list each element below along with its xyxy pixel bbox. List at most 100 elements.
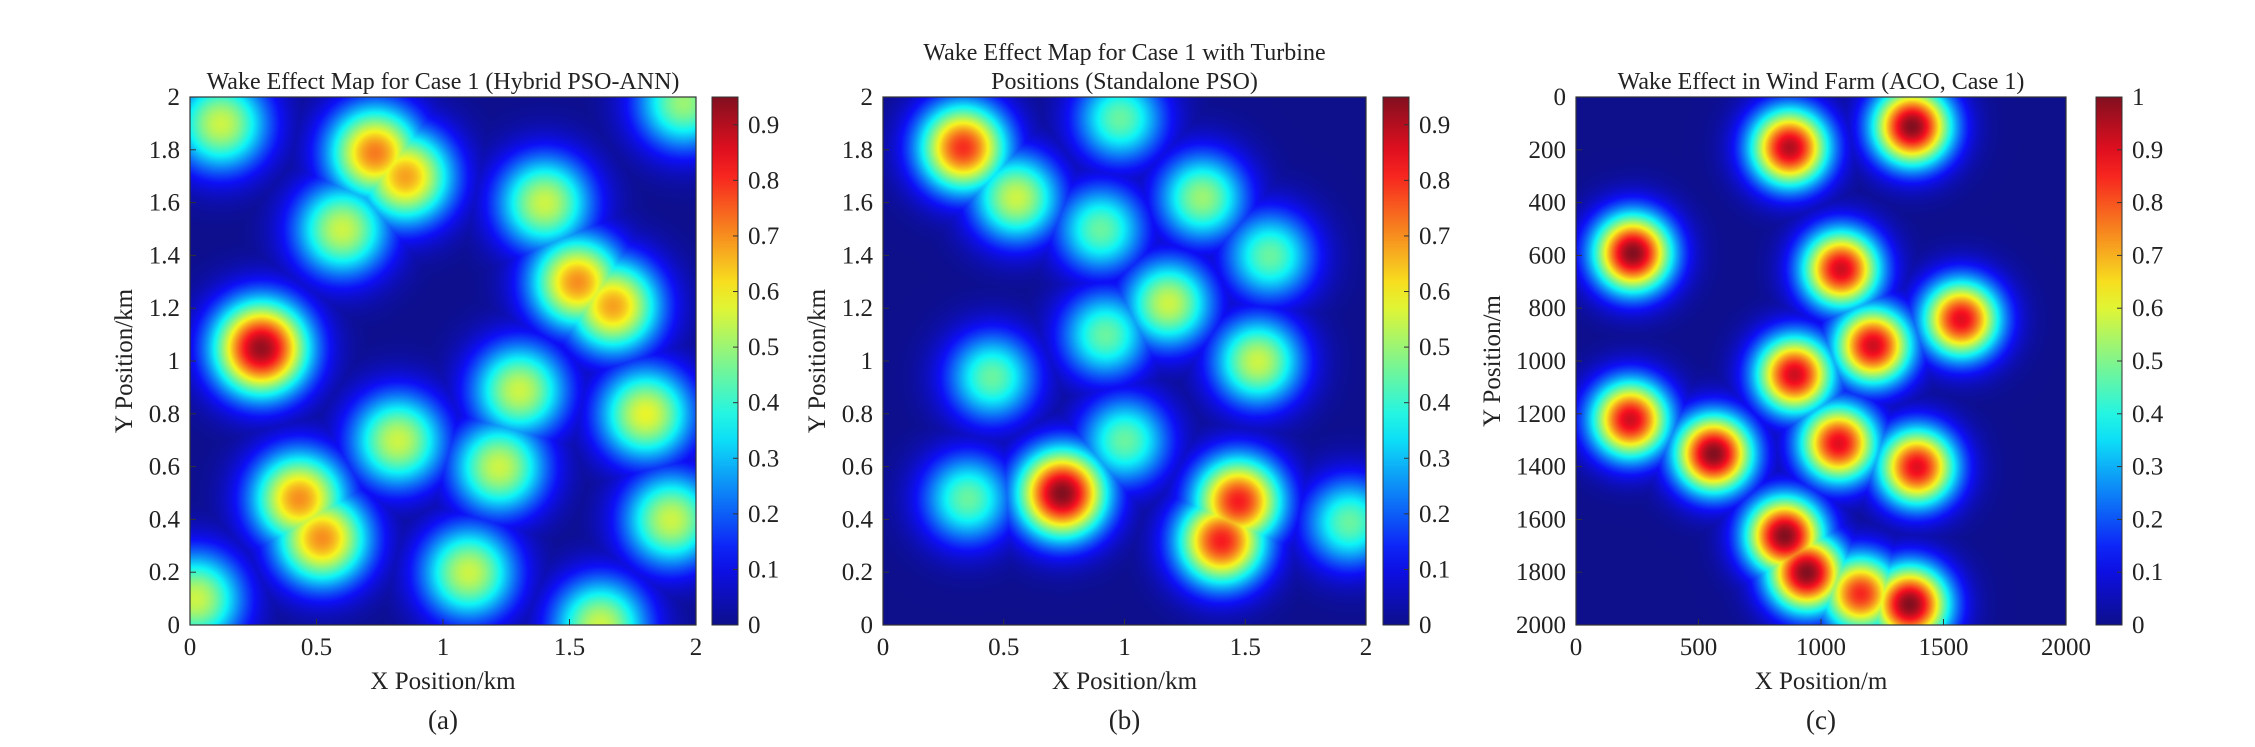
colorbar-tick-label: 0.4 xyxy=(1419,390,1451,417)
x-tick-label: 1000 xyxy=(1796,634,1846,661)
colorbar-tick-label: 0.9 xyxy=(2132,137,2163,164)
y-tick-label: 400 xyxy=(1529,190,1567,217)
y-tick-label: 1.6 xyxy=(149,190,180,217)
y-tick-label: 200 xyxy=(1529,137,1567,164)
colorbar-tick-label: 0.1 xyxy=(1419,556,1450,583)
panel-caption: (b) xyxy=(1109,705,1140,735)
heatmap-image xyxy=(883,97,1366,625)
colorbar-tick-label: 0.7 xyxy=(748,223,779,250)
panel-c: 0 500 1000 1500 2000020040060080010001200140… xyxy=(1479,69,2164,735)
y-tick-label: 0.2 xyxy=(149,559,180,586)
colorbar-tick-label: 1 xyxy=(2132,84,2145,111)
colorbar xyxy=(711,96,739,626)
colorbar-tick-label: 0.2 xyxy=(1419,501,1450,528)
y-tick-label: 600 xyxy=(1529,242,1567,269)
panel-a: 0 0.5 1 1.5 2 0 0.2 0.4 0.6 0.8 1 1.2 1.4 1.6 1.8 2 0 0.1… xyxy=(111,69,780,735)
x-tick-label: 2 xyxy=(690,634,703,661)
x-tick-label: 1500 xyxy=(1919,634,1969,661)
x-tick-label: 1.5 xyxy=(554,634,585,661)
y-tick-label: 0 xyxy=(168,612,181,639)
y-tick-label: 1800 xyxy=(1516,559,1566,586)
x-axis-label: X Position/m xyxy=(1755,668,1888,695)
x-tick-label: 2 xyxy=(1360,634,1373,661)
y-tick-label: 0.6 xyxy=(149,454,180,481)
y-tick-label: 2 xyxy=(168,84,181,111)
colorbar-tick-label: 0.3 xyxy=(2132,454,2163,481)
y-tick-label: 1.4 xyxy=(149,242,181,269)
colorbar-tick-label: 0.4 xyxy=(2132,401,2164,428)
y-tick-label: 0.4 xyxy=(149,506,181,533)
colorbar-tick-label: 0.5 xyxy=(2132,348,2163,375)
x-tick-label: 0.5 xyxy=(301,634,332,661)
y-tick-label: 800 xyxy=(1529,295,1567,322)
x-tick-label: 0 xyxy=(184,634,197,661)
colorbar-tick-label: 0.6 xyxy=(748,279,779,306)
y-tick-label: 0.4 xyxy=(842,506,874,533)
panel-b: 0 0.5 1 1.5 2 0 0.2 0.4 0.6 0.8 1 1.2 1.4 1.6 1.8 2 0 0.1… xyxy=(804,40,1451,735)
colorbar-tick-label: 0.7 xyxy=(2132,242,2163,269)
colorbar-tick-label: 0.2 xyxy=(748,501,779,528)
panel-title: Positions (Standalone PSO) xyxy=(991,69,1258,95)
colorbar-tick-label: 0 xyxy=(1419,612,1432,639)
colorbar-tick-label: 0.8 xyxy=(2132,190,2163,217)
x-axis-label: X Position/km xyxy=(370,668,516,695)
y-tick-label: 1600 xyxy=(1516,506,1566,533)
y-tick-label: 1000 xyxy=(1516,348,1566,375)
x-tick-label: 0 xyxy=(877,634,890,661)
x-tick-label: 2000 xyxy=(2041,634,2091,661)
colorbar-tick-label: 0.6 xyxy=(2132,295,2163,322)
colorbar-tick-label: 0.5 xyxy=(1419,334,1450,361)
heatmap-image xyxy=(190,97,696,625)
x-tick-label: 500 xyxy=(1680,634,1718,661)
colorbar-tick-label: 0 xyxy=(2132,612,2145,639)
colorbar-tick-label: 0.4 xyxy=(748,390,780,417)
y-tick-label: 2 xyxy=(861,84,874,111)
y-tick-label: 0 xyxy=(861,612,874,639)
x-tick-label: 1 xyxy=(1118,634,1131,661)
y-tick-label: 1 xyxy=(861,348,874,375)
colorbar-tick-label: 0.6 xyxy=(1419,279,1450,306)
y-tick-label: 1.8 xyxy=(149,137,180,164)
y-tick-label: 0.8 xyxy=(842,401,873,428)
panel-title: Wake Effect Map for Case 1 with Turbine xyxy=(923,40,1325,66)
y-tick-label: 1.6 xyxy=(842,190,873,217)
y-tick-label: 0.2 xyxy=(842,559,873,586)
colorbar-tick-label: 0.9 xyxy=(748,112,779,139)
y-tick-label: 1.2 xyxy=(842,295,873,322)
y-tick-label: 1400 xyxy=(1516,454,1566,481)
y-tick-label: 0 xyxy=(1554,84,1567,111)
y-tick-label: 1.2 xyxy=(149,295,180,322)
y-tick-label: 0.6 xyxy=(842,454,873,481)
colorbar-tick-label: 0.5 xyxy=(748,334,779,361)
y-tick-label: 1.4 xyxy=(842,242,874,269)
colorbar-tick-label: 0.3 xyxy=(1419,445,1450,472)
y-tick-label: 1200 xyxy=(1516,401,1566,428)
colorbar-tick-label: 0.1 xyxy=(2132,559,2163,586)
y-tick-label: 1.8 xyxy=(842,137,873,164)
y-tick-label: 1 xyxy=(168,348,181,375)
panel-caption: (a) xyxy=(428,705,458,735)
colorbar-tick-label: 0.1 xyxy=(748,556,779,583)
colorbar-tick-label: 0 xyxy=(748,612,761,639)
heatmap-image xyxy=(1576,97,2066,625)
colorbar-tick-label: 0.3 xyxy=(748,445,779,472)
colorbar xyxy=(1382,96,1410,626)
colorbar-tick-label: 0.9 xyxy=(1419,112,1450,139)
y-tick-label: 2000 xyxy=(1516,612,1566,639)
x-tick-label: 1 xyxy=(437,634,450,661)
panel-caption: (c) xyxy=(1806,705,1836,735)
x-tick-label: 0 xyxy=(1570,634,1583,661)
panel-title: Wake Effect in Wind Farm (ACO, Case 1) xyxy=(1618,69,2025,95)
colorbar-tick-label: 0.2 xyxy=(2132,506,2163,533)
panel-title: Wake Effect Map for Case 1 (Hybrid PSO-A… xyxy=(207,69,680,95)
x-axis-label: X Position/km xyxy=(1052,668,1198,695)
colorbar-tick-label: 0.8 xyxy=(748,167,779,194)
y-axis-label: Y Position/km xyxy=(111,288,138,433)
x-tick-label: 0.5 xyxy=(988,634,1019,661)
colorbar-tick-label: 0.7 xyxy=(1419,223,1450,250)
x-tick-label: 1.5 xyxy=(1230,634,1261,661)
y-axis-label: Y Position/km xyxy=(804,288,831,433)
colorbar-tick-label: 0.8 xyxy=(1419,167,1450,194)
y-axis-label: Y Position/m xyxy=(1479,295,1506,427)
